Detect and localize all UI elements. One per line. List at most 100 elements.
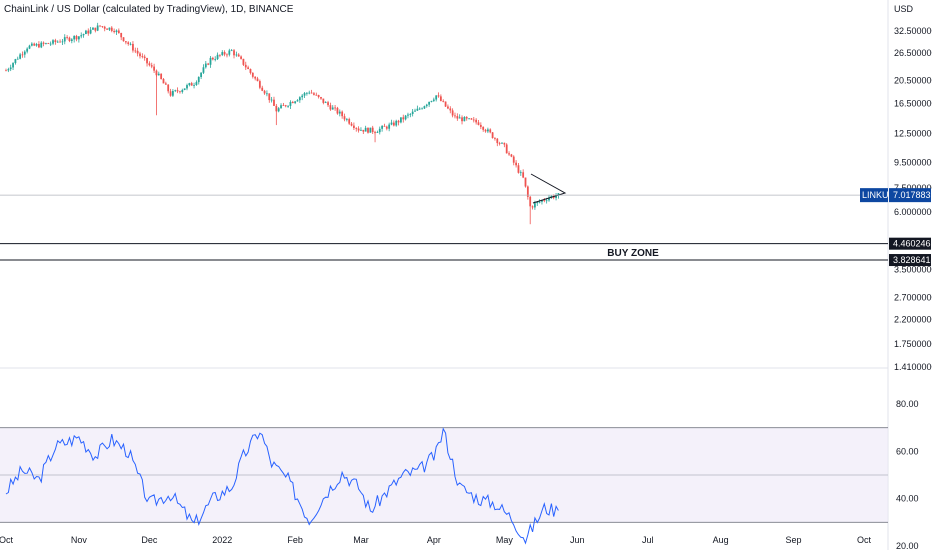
- candle-body: [33, 43, 36, 46]
- rsi-line: [5, 427, 559, 545]
- candle-body: [249, 69, 252, 73]
- candle-body: [266, 93, 268, 95]
- candle-body: [303, 93, 306, 96]
- candle-body: [348, 119, 351, 124]
- candle-body: [470, 118, 473, 120]
- candle-body: [92, 27, 94, 30]
- candle-body: [12, 63, 14, 68]
- candle-body: [353, 125, 355, 128]
- candle-body: [162, 79, 165, 84]
- candle-body: [496, 138, 499, 144]
- candle-body: [101, 26, 104, 28]
- candle-body: [498, 143, 501, 144]
- candle-body: [7, 69, 10, 71]
- candle-body: [70, 39, 73, 42]
- candle-body: [120, 32, 123, 38]
- symbol-badge: [860, 188, 888, 203]
- chart-title: ChainLink / US Dollar (calculated by Tra…: [4, 4, 294, 15]
- candle-body: [378, 128, 381, 133]
- candle-body: [423, 106, 426, 109]
- rsi-tick-1: 60.00: [896, 446, 919, 456]
- candle-body: [9, 67, 12, 70]
- candle-body: [484, 129, 487, 132]
- candle-body: [369, 127, 372, 133]
- buy-zone-upper-badge: [889, 237, 931, 250]
- candle-body: [54, 40, 57, 43]
- candle-body: [42, 42, 45, 44]
- candle-body: [291, 101, 294, 104]
- buy-zone-lower-badge: [889, 254, 931, 267]
- candle-body: [392, 122, 395, 126]
- price-tick-0: 32.5000000: [894, 26, 932, 36]
- candle-body: [115, 30, 118, 33]
- time-tick-5: Mar: [353, 535, 369, 545]
- candle-body: [385, 126, 388, 129]
- candle-body: [59, 41, 61, 43]
- price-tick-3: 16.5000000: [894, 99, 932, 109]
- candle-body: [193, 85, 195, 86]
- candle-body: [237, 54, 240, 57]
- candle-body: [512, 156, 515, 163]
- candle-body: [122, 37, 125, 42]
- candle-body: [209, 57, 212, 65]
- candle-body: [336, 107, 339, 114]
- candle-body: [305, 92, 308, 94]
- candle-body: [23, 51, 26, 55]
- candle-body: [108, 27, 111, 30]
- candle-body: [113, 30, 116, 33]
- candle-body: [508, 153, 510, 155]
- candle-body: [49, 43, 52, 45]
- candle-body: [75, 35, 78, 40]
- candle-body: [463, 116, 466, 122]
- candle-body: [40, 42, 43, 48]
- candle-body: [548, 197, 550, 201]
- candle-body: [141, 56, 144, 57]
- price-axis-unit: USD: [894, 4, 914, 14]
- candle-body: [35, 44, 38, 46]
- candle-body: [228, 50, 231, 55]
- price-tick-8: 3.5000000: [894, 265, 932, 275]
- candle-body: [221, 52, 224, 55]
- candle-body: [99, 25, 101, 27]
- candle-body: [345, 119, 348, 120]
- candle-body: [94, 27, 97, 31]
- candle-body: [38, 44, 40, 48]
- candle-body: [531, 206, 534, 208]
- candle-body: [284, 105, 287, 107]
- candle-body: [472, 119, 475, 121]
- candle-body: [251, 72, 254, 77]
- candle-body: [256, 78, 259, 82]
- candle-body: [317, 95, 320, 98]
- candle-body: [395, 120, 398, 126]
- time-tick-0: Oct: [0, 535, 13, 545]
- candle-body: [197, 76, 200, 83]
- candle-body: [517, 165, 520, 173]
- candle-body: [294, 101, 297, 104]
- candle-body: [275, 105, 278, 112]
- candle-body: [324, 102, 327, 104]
- candle-body: [153, 66, 155, 71]
- candle-body: [534, 203, 536, 208]
- candle-body: [117, 30, 120, 33]
- candle-body: [26, 48, 29, 52]
- price-tick-4: 12.5000000: [894, 128, 932, 138]
- candle-body: [435, 95, 438, 100]
- candle-body: [183, 88, 186, 90]
- candle-body: [411, 111, 414, 114]
- candle-body: [61, 41, 64, 43]
- candle-body: [416, 108, 419, 111]
- candle-body: [89, 29, 92, 34]
- time-tick-9: Jul: [642, 535, 654, 545]
- price-tick-7: 6.0000000: [894, 207, 932, 217]
- candle-body: [289, 101, 292, 106]
- candle-body: [491, 132, 494, 139]
- candle-body: [106, 28, 108, 30]
- candle-body: [233, 50, 235, 56]
- candle-body: [329, 105, 332, 110]
- candle-body: [200, 72, 203, 77]
- candle-body: [550, 195, 553, 198]
- candle-body: [132, 43, 134, 51]
- buy-zone-label: BUY ZONE: [607, 248, 659, 259]
- candle-body: [465, 116, 468, 119]
